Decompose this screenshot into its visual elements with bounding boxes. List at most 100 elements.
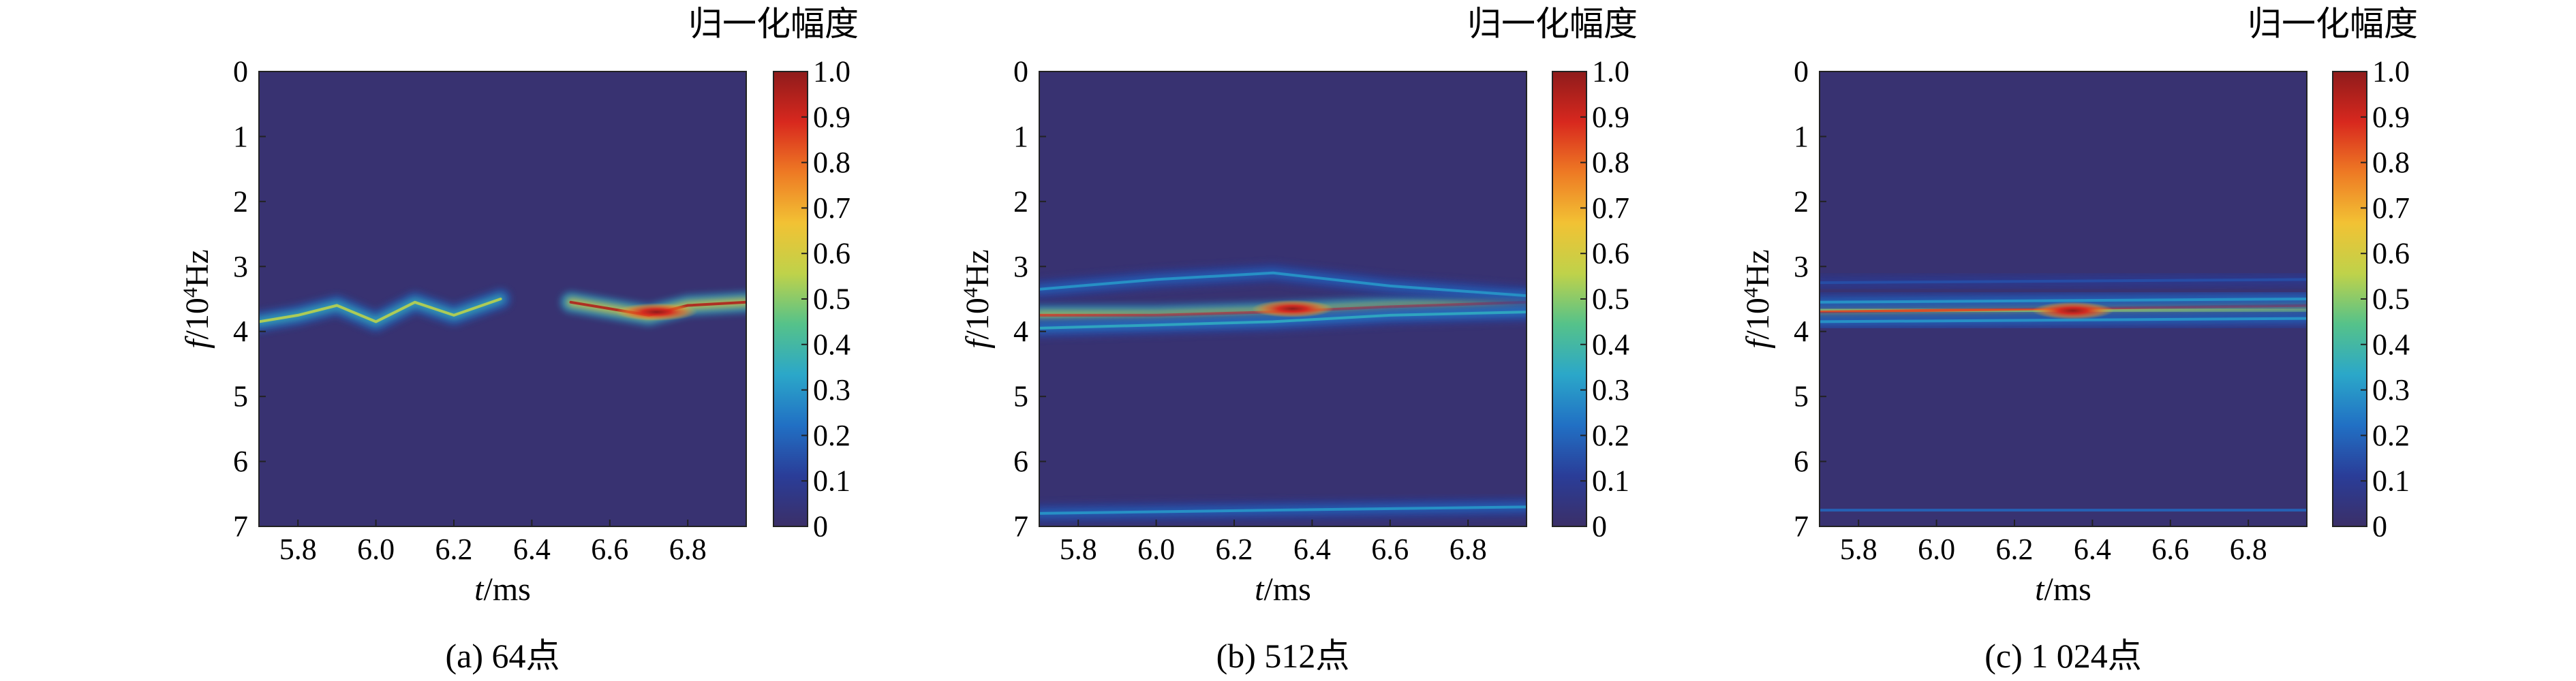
colorbar: 1.0 0.9 0.8 0.7 0.6 0.5 0.4 0.3 0.2 0.1 0 归一化幅度 <box>2248 5 2418 543</box>
x-tick-label: 6.4 <box>513 533 551 566</box>
colorbar-tick-label: 0.8 <box>813 146 850 179</box>
colorbar-title: 归一化幅度 <box>1467 5 1638 43</box>
panel-caption: (a) 64点 <box>446 637 560 675</box>
y-tick-label: 2 <box>233 185 248 218</box>
y-tick-label: 2 <box>1013 185 1028 218</box>
x-axis-label: t/ms <box>474 571 531 607</box>
y-tick-label: 3 <box>1794 250 1809 283</box>
y-tick-label: 5 <box>233 380 248 413</box>
y-tick-label: 6 <box>1794 445 1809 478</box>
x-axis-label: t/ms <box>1255 571 1311 607</box>
colorbar-tick-label: 0.6 <box>2372 237 2410 270</box>
ridge-2 <box>1820 289 2307 313</box>
y-axis-label: f/104Hz <box>1740 249 1777 349</box>
plot-frame <box>258 71 747 527</box>
x-tick-label: 6.4 <box>2074 533 2111 566</box>
colorbar-tick-label: 0.7 <box>2372 191 2410 225</box>
y-tick-label: 7 <box>1794 510 1809 543</box>
colorbar-tick-label: 0.3 <box>1592 373 1629 407</box>
colorbar-tick-label: 0.2 <box>1592 419 1629 452</box>
colorbar: 1.0 0.9 0.8 0.7 0.6 0.5 0.4 0.3 0.2 0.1 0 归一化幅度 <box>1467 5 1638 543</box>
colorbar-tick-label: 0.4 <box>2372 328 2410 361</box>
x-tick-label: 5.8 <box>1840 533 1877 566</box>
colorbar-title: 归一化幅度 <box>688 5 859 43</box>
hotspot <box>615 303 698 321</box>
colorbar-tick-label: 0.6 <box>1592 237 1629 270</box>
x-tick-label: 6.2 <box>1216 533 1253 566</box>
colorbar-tick-label: 0.8 <box>2372 146 2410 179</box>
colorbar-tick-label: 0.5 <box>2372 283 2410 316</box>
y-tick-label: 7 <box>233 510 248 543</box>
ridge-1 <box>259 289 511 332</box>
colorbar-tick-label: 0.4 <box>1592 328 1629 361</box>
y-tick-label: 0 <box>233 55 248 89</box>
x-tick-label: 6.8 <box>1450 533 1487 566</box>
y-tick-label: 4 <box>1794 315 1809 348</box>
x-axis-label: t/ms <box>2035 571 2091 607</box>
panel-caption: (b) 512点 <box>1216 637 1350 675</box>
ridge-4 <box>1820 269 2307 294</box>
x-tick-label: 6.0 <box>1137 533 1175 566</box>
ridge-2 <box>1039 262 1527 306</box>
colorbar-tick-label: 0.3 <box>2372 373 2410 407</box>
x-tick-label: 6.8 <box>2230 533 2267 566</box>
x-tick-label: 5.8 <box>279 533 317 566</box>
x-tick-label: 6.6 <box>1371 533 1409 566</box>
x-tick-label: 6.8 <box>669 533 707 566</box>
colorbar-tick-label: 0 <box>1592 510 1607 543</box>
colorbar-tick-label: 1.0 <box>813 55 850 89</box>
colorbar-tick-label: 0.3 <box>813 373 850 407</box>
colorbar-tick-label: 0 <box>813 510 828 543</box>
hotspot <box>1251 300 1334 318</box>
y-axis-label: f/104Hz <box>179 249 216 349</box>
y-tick-label: 6 <box>233 445 248 478</box>
panel-1: 0 1 2 3 4 5 6 7 5.8 6.0 6.2 6.4 6.6 6.8 t/ms f/104Hz (a)… <box>179 5 859 675</box>
ridge-core <box>1039 311 1527 330</box>
colorbar-tick-label: 0.4 <box>813 328 850 361</box>
y-tick-label: 2 <box>1794 185 1809 218</box>
x-tick-label: 6.2 <box>435 533 473 566</box>
panel-3: 0 1 2 3 4 5 6 7 5.8 6.0 6.2 6.4 6.6 6.8 t/ms f/104Hz (c)… <box>1740 5 2419 675</box>
ridge-4 <box>1039 496 1527 524</box>
hotspot <box>2031 302 2114 320</box>
ridge-core <box>1039 505 1527 515</box>
colorbar-tick-label: 0.8 <box>1592 146 1629 179</box>
y-tick-label: 6 <box>1013 445 1028 478</box>
y-tick-label: 1 <box>233 120 248 153</box>
colorbar-tick-label: 0.1 <box>2372 464 2410 498</box>
ridge-core <box>259 298 502 323</box>
y-tick-label: 1 <box>1794 120 1809 153</box>
y-tick-label: 7 <box>1013 510 1028 543</box>
ridge-core <box>1039 271 1527 298</box>
ridge-core <box>1820 317 2307 323</box>
heatmap-area <box>1820 269 2307 521</box>
x-tick-label: 6.4 <box>1293 533 1331 566</box>
x-tick-label: 6.6 <box>591 533 628 566</box>
colorbar: 1.0 0.9 0.8 0.7 0.6 0.5 0.4 0.3 0.2 0.1 0 归一化幅度 <box>688 5 859 543</box>
x-tick-label: 6.2 <box>1996 533 2034 566</box>
ridge-3 <box>1039 302 1527 338</box>
x-tick-label: 5.8 <box>1060 533 1097 566</box>
heatmap-area <box>259 289 746 332</box>
colorbar-tick-label: 0.7 <box>813 191 850 225</box>
y-tick-label: 0 <box>1013 55 1028 89</box>
x-tick-label: 6.0 <box>357 533 395 566</box>
colorbar-tick-label: 0 <box>2372 510 2387 543</box>
y-tick-label: 5 <box>1794 380 1809 413</box>
colorbar-tick-label: 0.9 <box>813 100 850 133</box>
colorbar-tick-label: 1.0 <box>1592 55 1629 89</box>
colorbar-tick-label: 0.2 <box>813 419 850 452</box>
colorbar-tick-label: 0.2 <box>2372 419 2410 452</box>
y-tick-label: 3 <box>1013 250 1028 283</box>
colorbar-tick-label: 0.5 <box>813 283 850 316</box>
colorbar-tick-label: 0.9 <box>2372 100 2410 133</box>
panel-2: 0 1 2 3 4 5 6 7 5.8 6.0 6.2 6.4 6.6 6.8 t/ms f/104Hz (b)… <box>960 5 1638 675</box>
plot-frame <box>1819 71 2307 527</box>
heatmap-area <box>1039 262 1527 524</box>
y-tick-label: 4 <box>233 315 248 348</box>
y-tick-label: 1 <box>1013 120 1028 153</box>
plot-frame <box>1039 71 1527 527</box>
panel-caption: (c) 1 024点 <box>1984 637 2142 675</box>
ridge-core <box>1820 298 2307 304</box>
